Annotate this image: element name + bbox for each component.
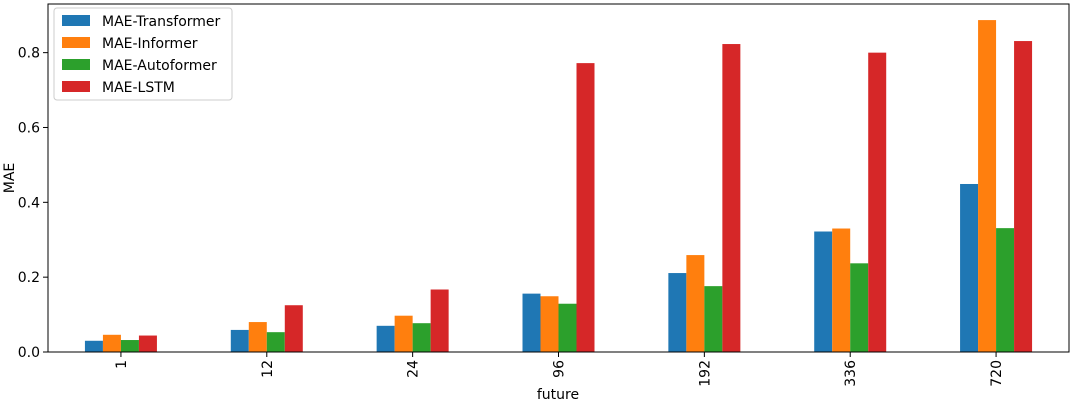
bar-mae-transformer-192 [668,273,687,352]
bars-layer [84,20,1033,353]
bar-mae-autoformer-96 [558,303,577,352]
legend-frame [53,7,233,101]
bar-mae-informer-336 [832,228,851,352]
legend-label: MAE-LSTM [102,80,175,96]
bar-mae-transformer-96 [522,293,541,352]
bar-mae-autoformer-24 [412,323,431,352]
legend-swatch [62,37,90,48]
x-tick-label: 96 [552,360,568,378]
bar-mae-informer-1 [102,334,121,352]
bar-mae-lstm-96 [576,63,595,353]
legend-swatch [62,15,90,26]
x-axis: 1 12 24 96 192 336 720 [114,352,1005,387]
bar-mae-informer-96 [540,296,559,352]
bar-mae-autoformer-1 [120,340,139,352]
y-tick-label: 0.2 [18,270,40,286]
bar-mae-lstm-24 [430,289,449,352]
legend-swatch [62,59,90,70]
bar-mae-informer-720 [978,20,997,353]
legend-swatch [62,81,90,92]
bar-mae-lstm-720 [1014,41,1033,353]
bar-mae-autoformer-192 [704,286,723,352]
y-tick-label: 0.6 [18,120,40,136]
x-tick-label: 720 [989,360,1005,387]
bar-mae-lstm-12 [284,305,303,352]
y-tick-label: 0.8 [18,46,40,62]
x-tick-label: 12 [260,360,276,378]
legend-label: MAE-Transformer [102,14,221,30]
bar-mae-transformer-336 [814,231,833,352]
bar-mae-autoformer-336 [850,263,869,352]
bar-mae-lstm-1 [138,335,157,352]
x-tick-label: 24 [406,360,422,378]
y-axis: 0.0 0.2 0.4 0.6 0.8 [18,46,48,361]
bar-mae-transformer-12 [230,329,249,352]
x-axis-label: future [537,387,579,403]
bar-mae-lstm-336 [868,52,887,353]
y-tick-label: 0.0 [18,345,40,361]
x-tick-label: 192 [697,360,713,387]
bar-mae-informer-12 [248,322,267,352]
bar-mae-autoformer-720 [996,228,1015,352]
bar-mae-lstm-192 [722,44,741,352]
legend-label: MAE-Informer [102,36,198,52]
bar-mae-autoformer-12 [266,332,285,352]
x-tick-label: 336 [843,360,859,387]
bar-mae-transformer-720 [960,183,979,352]
bar-mae-informer-192 [686,255,705,352]
bar-mae-transformer-1 [84,340,103,352]
y-axis-label: MAE [2,163,18,194]
x-tick-label: 1 [114,360,130,369]
legend: MAE-Transformer MAE-Informer MAE-Autoforme… [53,7,233,101]
bar-mae-transformer-24 [376,325,395,352]
legend-label: MAE-Autoformer [102,58,217,74]
bar-mae-informer-24 [394,315,413,352]
y-tick-label: 0.4 [18,195,40,211]
plot-frame [47,3,1070,353]
